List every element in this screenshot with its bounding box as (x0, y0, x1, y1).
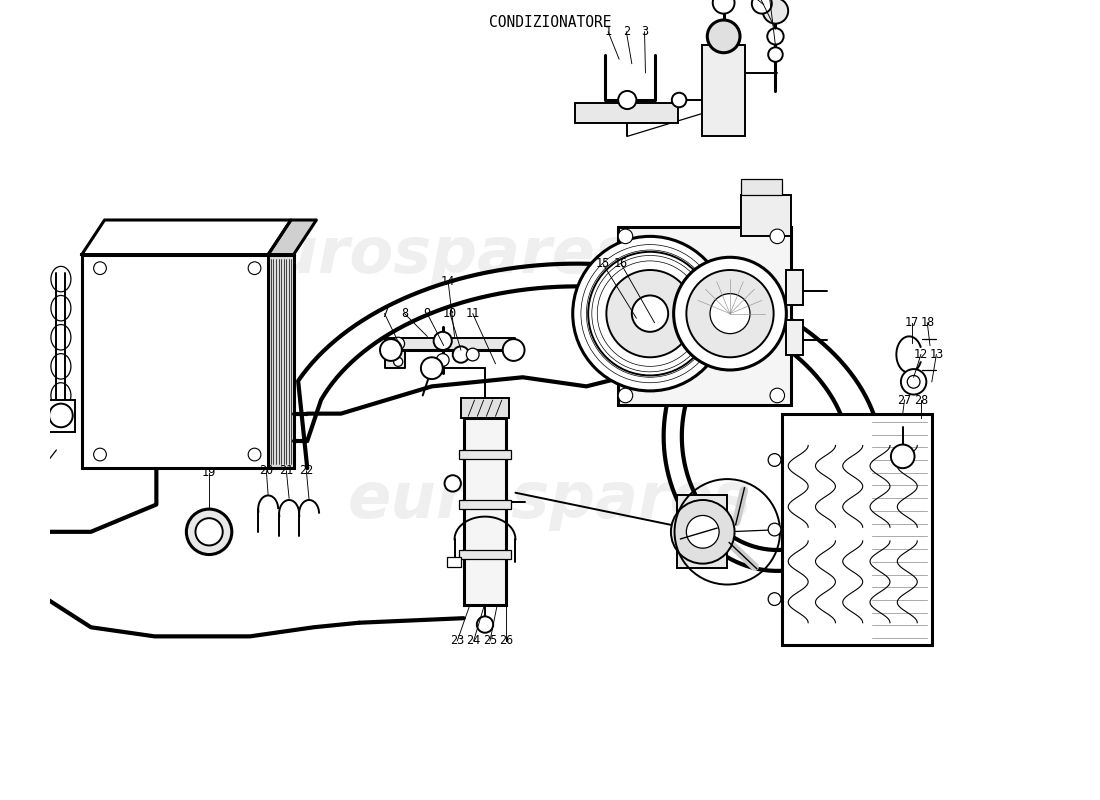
Circle shape (671, 500, 735, 564)
Circle shape (762, 0, 789, 24)
FancyArrowPatch shape (736, 490, 744, 522)
Bar (47, 400, 75, 432)
Circle shape (770, 229, 784, 244)
Text: 10: 10 (443, 307, 458, 320)
Circle shape (606, 270, 694, 358)
FancyArrowPatch shape (683, 529, 714, 538)
Text: 19: 19 (202, 466, 217, 479)
Text: 17: 17 (904, 316, 918, 330)
Text: 20: 20 (260, 465, 274, 478)
Text: 9: 9 (424, 307, 431, 320)
Circle shape (588, 252, 712, 375)
Text: 14: 14 (441, 275, 455, 288)
Polygon shape (81, 220, 290, 254)
Text: 1: 1 (605, 26, 612, 38)
Text: 24: 24 (466, 634, 481, 647)
Circle shape (453, 346, 469, 362)
Bar (702, 46, 746, 136)
Circle shape (476, 616, 493, 633)
Circle shape (573, 236, 727, 391)
Circle shape (618, 91, 637, 109)
Text: 8: 8 (402, 307, 408, 320)
Circle shape (249, 262, 261, 274)
Text: eurospares: eurospares (230, 223, 634, 286)
Text: 16: 16 (614, 257, 628, 270)
Text: 7: 7 (381, 307, 388, 320)
Circle shape (672, 93, 686, 107)
Circle shape (768, 593, 781, 606)
FancyArrowPatch shape (732, 545, 755, 567)
Circle shape (710, 294, 750, 334)
Text: 27: 27 (898, 394, 912, 406)
Bar (782, 414, 932, 646)
Circle shape (503, 339, 525, 361)
Text: 3: 3 (641, 26, 648, 38)
Text: 12: 12 (914, 348, 928, 361)
Polygon shape (268, 220, 317, 254)
Circle shape (891, 445, 914, 468)
Circle shape (908, 375, 920, 388)
Text: 13: 13 (930, 348, 944, 361)
Circle shape (421, 358, 442, 379)
Bar (786, 320, 803, 354)
Bar (741, 179, 782, 195)
Circle shape (249, 448, 261, 461)
Circle shape (686, 270, 773, 358)
Circle shape (379, 339, 401, 361)
Circle shape (631, 295, 668, 332)
Circle shape (901, 369, 926, 394)
Circle shape (770, 388, 784, 402)
Text: 25: 25 (483, 634, 497, 647)
Circle shape (713, 0, 735, 14)
Bar (459, 500, 510, 509)
Text: 26: 26 (499, 634, 514, 647)
Bar (678, 495, 727, 568)
Circle shape (394, 358, 403, 366)
Circle shape (768, 47, 783, 62)
Bar (459, 450, 510, 459)
Bar (575, 102, 679, 122)
Circle shape (768, 454, 781, 466)
Circle shape (751, 0, 772, 14)
Bar (463, 418, 506, 605)
Circle shape (196, 518, 222, 546)
Circle shape (186, 509, 232, 554)
Circle shape (618, 388, 632, 402)
Text: eurospares: eurospares (348, 469, 752, 531)
Text: CONDIZIONATORE: CONDIZIONATORE (488, 15, 612, 30)
Circle shape (50, 404, 73, 427)
Polygon shape (385, 338, 516, 368)
Bar (618, 227, 791, 405)
Circle shape (433, 332, 452, 350)
Bar (786, 270, 803, 305)
Bar (461, 398, 509, 418)
Text: 11: 11 (465, 307, 480, 320)
Circle shape (768, 523, 781, 536)
Text: 18: 18 (920, 316, 934, 330)
Circle shape (466, 348, 480, 361)
Text: 23: 23 (450, 634, 464, 647)
Circle shape (618, 229, 632, 244)
Bar (459, 550, 510, 559)
Text: 2: 2 (623, 26, 630, 38)
Circle shape (392, 338, 405, 350)
Text: 15: 15 (595, 257, 609, 270)
Circle shape (94, 262, 107, 274)
Text: 22: 22 (299, 465, 314, 478)
Bar (448, 558, 461, 566)
Circle shape (94, 448, 107, 461)
Circle shape (686, 515, 719, 548)
Text: 28: 28 (914, 394, 928, 406)
Circle shape (768, 28, 783, 45)
Circle shape (444, 475, 461, 491)
Bar (268, 254, 294, 468)
Circle shape (707, 20, 740, 53)
Circle shape (673, 258, 786, 370)
Circle shape (437, 354, 449, 366)
Bar (741, 195, 791, 236)
Bar (81, 254, 268, 468)
Text: 21: 21 (279, 465, 294, 478)
